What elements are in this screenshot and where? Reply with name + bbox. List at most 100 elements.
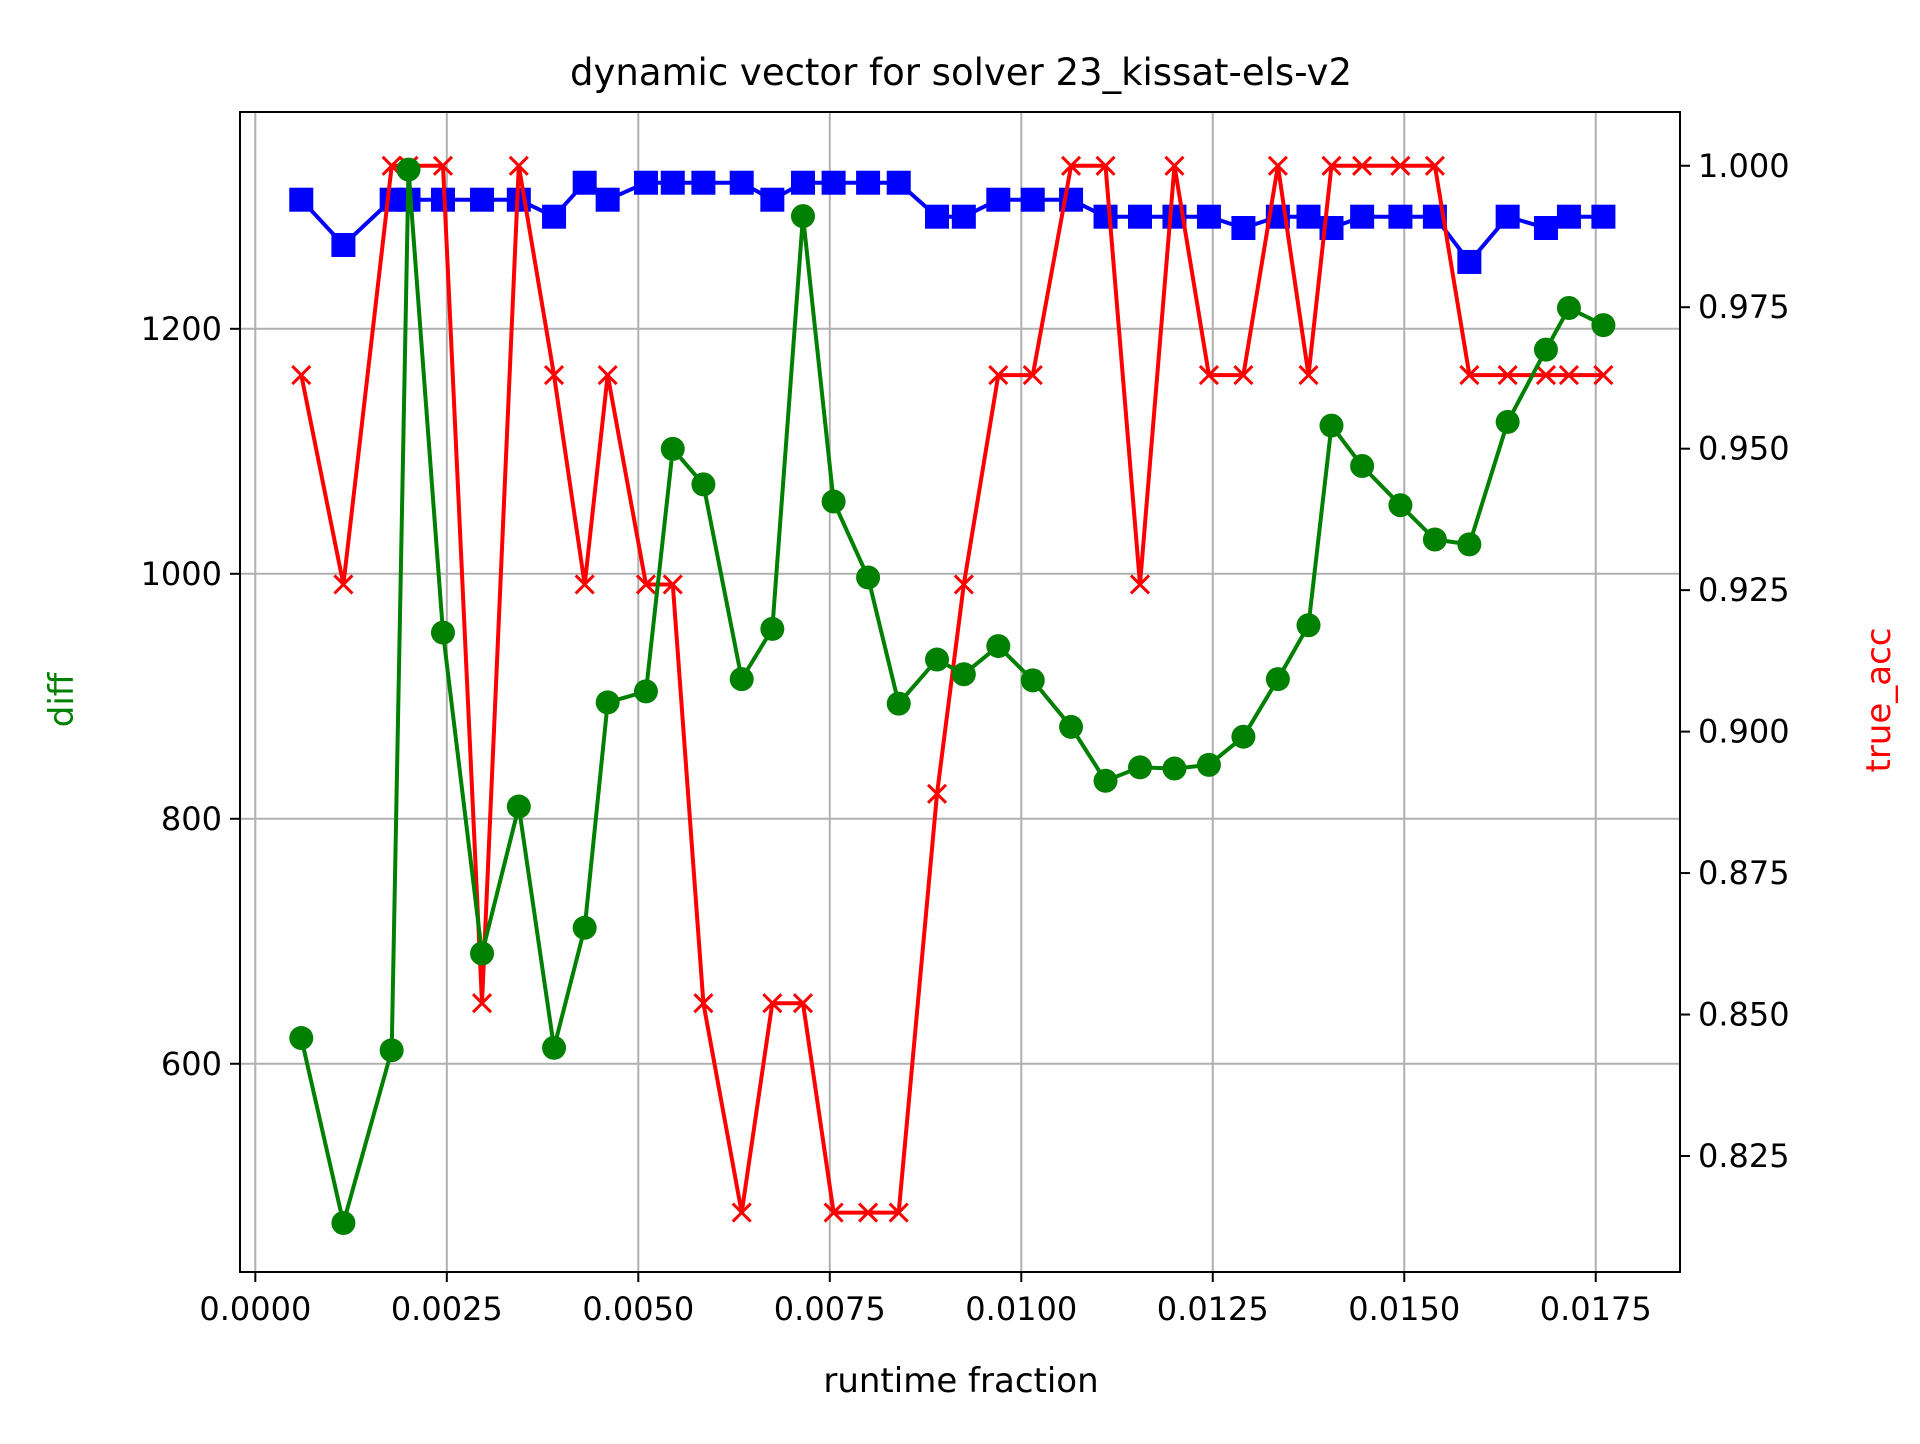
- data-point-true_acc: [471, 993, 493, 1014]
- data-point-true_acc: [662, 574, 683, 595]
- data-point-true_acc: [762, 993, 783, 1014]
- data-point-blue: [1591, 204, 1616, 229]
- y-axis-label-left: diff: [42, 671, 82, 727]
- y-left-tick-label: 1200: [141, 310, 222, 348]
- data-point-diff: [331, 1211, 356, 1236]
- data-point-blue: [1020, 187, 1045, 212]
- data-point-blue: [1296, 204, 1321, 229]
- data-point-diff: [856, 565, 881, 590]
- data-point-blue: [1093, 204, 1118, 229]
- data-point-true_acc: [953, 574, 974, 595]
- data-point-diff: [729, 667, 754, 692]
- data-point-true_acc: [597, 365, 618, 386]
- data-point-diff: [691, 472, 716, 497]
- data-point-blue: [986, 187, 1011, 212]
- data-point-blue: [1556, 204, 1581, 229]
- data-point-blue: [572, 170, 597, 195]
- data-point-true_acc: [1593, 365, 1614, 386]
- data-point-diff: [1128, 755, 1152, 780]
- data-point-diff: [821, 489, 846, 514]
- data-point-diff: [951, 662, 976, 687]
- data-point-blue: [660, 170, 685, 195]
- data-point-diff: [1296, 613, 1321, 638]
- data-point-true_acc: [508, 155, 529, 176]
- data-point-blue: [1388, 204, 1413, 229]
- data-point-diff: [1457, 532, 1482, 557]
- data-point-diff: [572, 915, 597, 940]
- data-point-diff: [633, 679, 658, 704]
- data-point-blue: [760, 187, 785, 212]
- data-point-diff: [1059, 714, 1084, 739]
- data-point-diff: [760, 616, 785, 641]
- y-left-tick-label: 600: [161, 1045, 222, 1083]
- data-point-blue: [542, 204, 567, 229]
- data-point-blue: [633, 170, 658, 195]
- data-point-blue: [331, 232, 356, 257]
- data-point-true_acc: [1061, 155, 1082, 176]
- data-point-true_acc: [1497, 365, 1518, 386]
- axis-layer: 0.0000 0.0025 0.0050 0.0075 0.0100 0.0125 0.01…: [141, 147, 1790, 1328]
- data-point-diff: [1196, 752, 1221, 777]
- data-point-true_acc: [1535, 365, 1557, 386]
- data-point-diff: [1591, 313, 1616, 338]
- data-point-blue: [1533, 216, 1558, 240]
- data-point-true_acc: [792, 993, 814, 1014]
- data-point-true_acc: [333, 574, 354, 595]
- data-point-diff: [506, 794, 531, 819]
- data-point-blue: [729, 170, 754, 195]
- y-left-tick-label: 800: [161, 800, 222, 838]
- data-point-true_acc: [1424, 155, 1445, 176]
- data-point-diff: [986, 634, 1011, 659]
- data-point-diff: [1162, 756, 1187, 781]
- data-point-diff: [595, 690, 620, 715]
- data-point-true_acc: [1390, 155, 1411, 176]
- y-right-tick-label: 1.000: [1698, 147, 1790, 185]
- data-point-blue: [595, 187, 620, 212]
- data-point-true_acc: [1233, 365, 1254, 386]
- data-point-diff: [886, 691, 911, 716]
- data-point-blue: [856, 170, 881, 195]
- data-point-true_acc: [291, 365, 312, 386]
- series-line-blue: [299, 180, 1604, 264]
- data-point-blue: [1495, 204, 1520, 229]
- series-layer: [289, 155, 1616, 1236]
- data-point-diff: [430, 620, 455, 645]
- series-line-true_acc: [299, 163, 1604, 1215]
- data-point-true_acc: [1459, 365, 1480, 386]
- data-point-diff: [1422, 527, 1447, 552]
- x-tick-label: 0.0175: [1540, 1290, 1652, 1328]
- data-point-diff: [1231, 724, 1256, 749]
- data-point-diff: [1020, 668, 1045, 693]
- x-tick-label: 0.0100: [965, 1290, 1077, 1328]
- y-right-tick-label: 0.825: [1698, 1137, 1790, 1175]
- data-point-diff: [396, 157, 421, 182]
- data-point-diff: [1319, 413, 1344, 438]
- x-tick-label: 0.0125: [1157, 1290, 1269, 1328]
- x-tick-label: 0.0150: [1348, 1290, 1460, 1328]
- data-point-true_acc: [1164, 155, 1185, 176]
- data-point-blue: [1128, 204, 1152, 229]
- data-point-true_acc: [1558, 365, 1579, 386]
- data-point-true_acc: [693, 993, 714, 1014]
- data-point-true_acc: [926, 783, 948, 804]
- x-axis-label: runtime fraction: [823, 1361, 1098, 1401]
- data-point-diff: [1556, 295, 1581, 320]
- data-point-true_acc: [432, 155, 454, 176]
- data-point-blue: [289, 187, 314, 212]
- y-right-tick-label: 0.850: [1698, 996, 1790, 1034]
- data-point-blue: [1457, 249, 1482, 274]
- data-point-true_acc: [1095, 155, 1116, 176]
- data-point-blue: [925, 204, 950, 229]
- data-point-diff: [542, 1035, 567, 1060]
- y-right-tick-label: 0.900: [1698, 713, 1790, 751]
- data-point-true_acc: [858, 1202, 879, 1223]
- data-point-blue: [821, 170, 846, 195]
- data-point-blue: [691, 170, 716, 195]
- data-point-diff: [790, 204, 815, 229]
- data-point-true_acc: [635, 574, 657, 595]
- y-left-tick-label: 1000: [141, 555, 222, 593]
- data-point-blue: [790, 170, 815, 195]
- x-tick-label: 0.0025: [391, 1290, 503, 1328]
